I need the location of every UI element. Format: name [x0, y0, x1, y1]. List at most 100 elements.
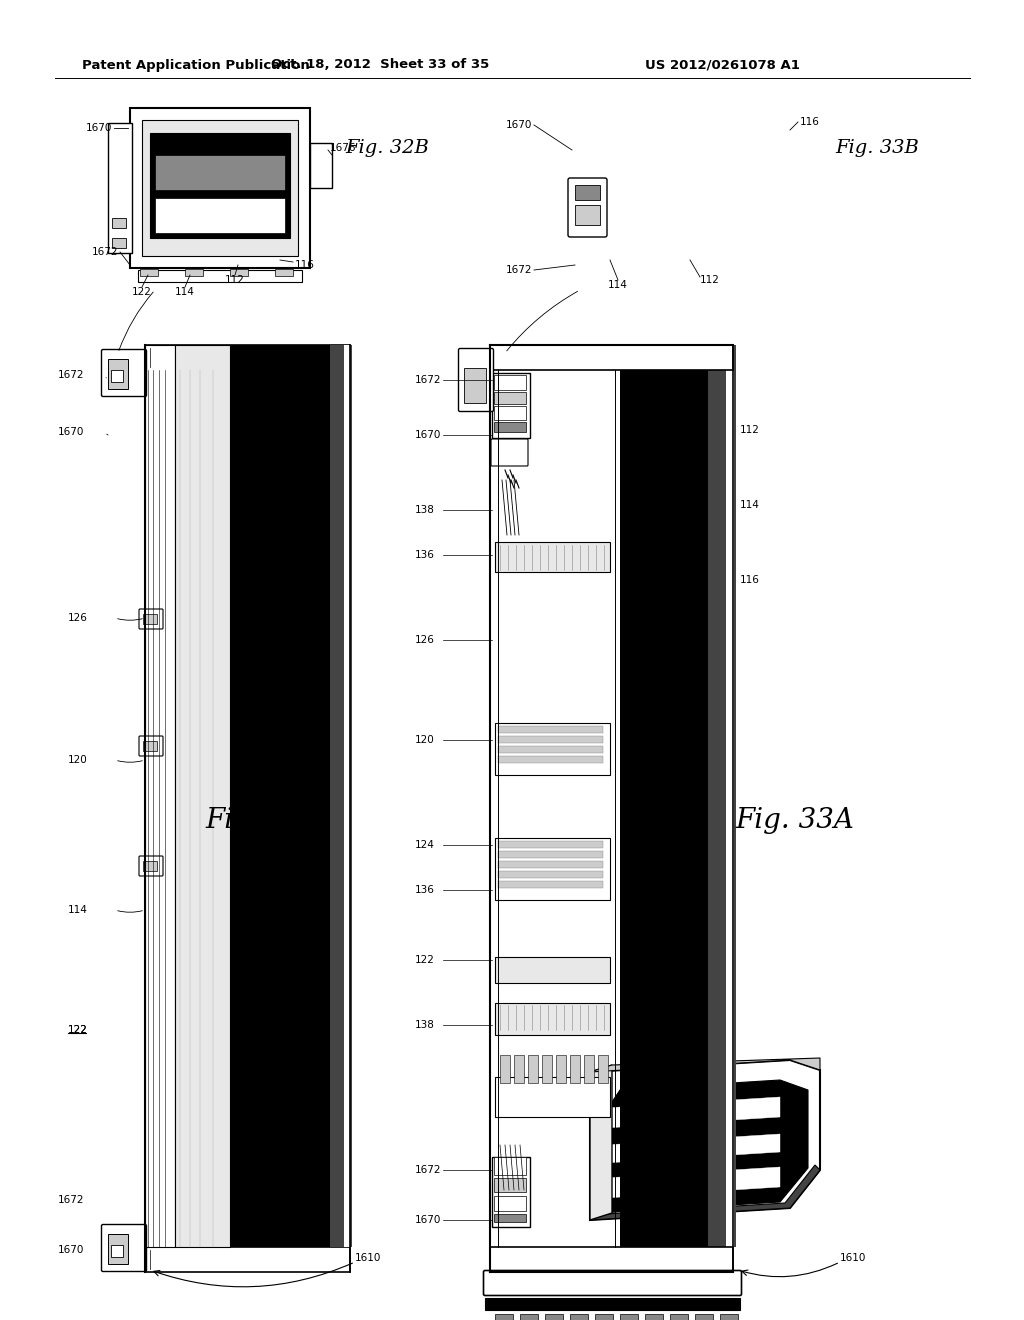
Bar [570, 1313, 588, 1320]
FancyBboxPatch shape [139, 737, 163, 756]
FancyBboxPatch shape [139, 609, 163, 630]
Text: 120: 120 [68, 755, 88, 766]
Bar [575, 205, 600, 224]
Bar [495, 1003, 610, 1035]
Text: 112: 112 [225, 275, 245, 285]
Bar [495, 1077, 610, 1117]
Bar [670, 1313, 688, 1320]
Bar [726, 345, 734, 1247]
Bar [498, 861, 603, 869]
Bar [230, 345, 330, 1247]
Bar [620, 1313, 638, 1320]
Text: 1672: 1672 [58, 1195, 85, 1205]
Polygon shape [600, 1080, 808, 1213]
Bar [545, 1313, 563, 1320]
Text: 112: 112 [700, 275, 720, 285]
Bar [498, 871, 603, 878]
Bar [514, 1055, 524, 1082]
Bar [108, 1234, 128, 1265]
Polygon shape [605, 1167, 780, 1199]
Bar [556, 1055, 566, 1082]
FancyBboxPatch shape [101, 350, 146, 396]
Text: 1670: 1670 [58, 1245, 84, 1255]
Bar [495, 543, 610, 572]
Bar [330, 345, 352, 1247]
Text: 116: 116 [740, 576, 760, 585]
Bar [142, 120, 298, 256]
Bar [498, 841, 603, 847]
Text: 1672: 1672 [91, 247, 118, 257]
Text: 1676: 1676 [330, 143, 356, 153]
Bar [275, 269, 293, 276]
Bar [155, 198, 285, 234]
FancyBboxPatch shape [492, 374, 530, 438]
Bar [598, 1055, 608, 1082]
Bar [230, 269, 248, 276]
Text: 1672: 1672 [415, 375, 441, 385]
Bar [575, 185, 600, 201]
Text: 116: 116 [295, 260, 314, 271]
Bar [344, 345, 350, 1247]
Bar [595, 1313, 613, 1320]
Text: 138: 138 [415, 506, 435, 515]
Bar [108, 123, 132, 253]
Bar [495, 1313, 513, 1320]
Text: Fig. 33B: Fig. 33B [835, 139, 919, 157]
Bar [485, 1298, 740, 1309]
Text: 1672: 1672 [58, 370, 85, 380]
Text: 122: 122 [415, 954, 435, 965]
Text: Oct. 18, 2012  Sheet 33 of 35: Oct. 18, 2012 Sheet 33 of 35 [271, 58, 489, 71]
Text: 122: 122 [68, 1026, 88, 1035]
Bar [498, 880, 603, 888]
FancyBboxPatch shape [492, 1158, 530, 1228]
Bar [143, 861, 157, 871]
Bar [498, 726, 603, 733]
FancyBboxPatch shape [483, 1270, 741, 1295]
Bar [520, 1313, 538, 1320]
Bar [185, 269, 203, 276]
Text: 136: 136 [415, 884, 435, 895]
Polygon shape [590, 1059, 820, 1072]
Bar [130, 108, 310, 268]
Bar [111, 370, 123, 381]
Bar [490, 345, 733, 370]
Polygon shape [605, 1134, 780, 1163]
Bar [645, 1313, 663, 1320]
Bar [464, 368, 486, 403]
Text: 1670: 1670 [506, 120, 532, 129]
Bar [498, 746, 603, 752]
Bar [155, 154, 285, 190]
Bar [495, 723, 610, 775]
Bar [490, 1247, 733, 1272]
Bar [150, 133, 290, 238]
Bar [143, 614, 157, 624]
Bar [720, 1313, 738, 1320]
Bar [145, 1247, 350, 1272]
Bar [528, 1055, 538, 1082]
Bar [494, 375, 526, 389]
Text: 1670: 1670 [415, 1214, 441, 1225]
Text: 116: 116 [800, 117, 820, 127]
Text: 1610: 1610 [840, 1253, 866, 1263]
Text: 122: 122 [132, 286, 152, 297]
Bar [138, 271, 302, 282]
Bar [175, 345, 230, 1247]
Text: US 2012/0261078 A1: US 2012/0261078 A1 [645, 58, 800, 71]
Bar [494, 1177, 526, 1192]
Text: Fig. 32A: Fig. 32A [206, 807, 325, 833]
Bar [494, 1214, 526, 1222]
Text: 120: 120 [415, 735, 435, 744]
Bar [494, 422, 526, 432]
FancyBboxPatch shape [139, 855, 163, 876]
Bar [108, 359, 128, 389]
Text: 114: 114 [740, 500, 760, 510]
Polygon shape [590, 1060, 820, 1220]
FancyBboxPatch shape [490, 440, 528, 466]
Text: 114: 114 [608, 280, 628, 290]
FancyBboxPatch shape [568, 178, 607, 238]
Bar [620, 345, 708, 1247]
Text: 138: 138 [415, 1020, 435, 1030]
Bar [143, 741, 157, 751]
Text: 114: 114 [68, 906, 88, 915]
Bar [112, 238, 126, 248]
